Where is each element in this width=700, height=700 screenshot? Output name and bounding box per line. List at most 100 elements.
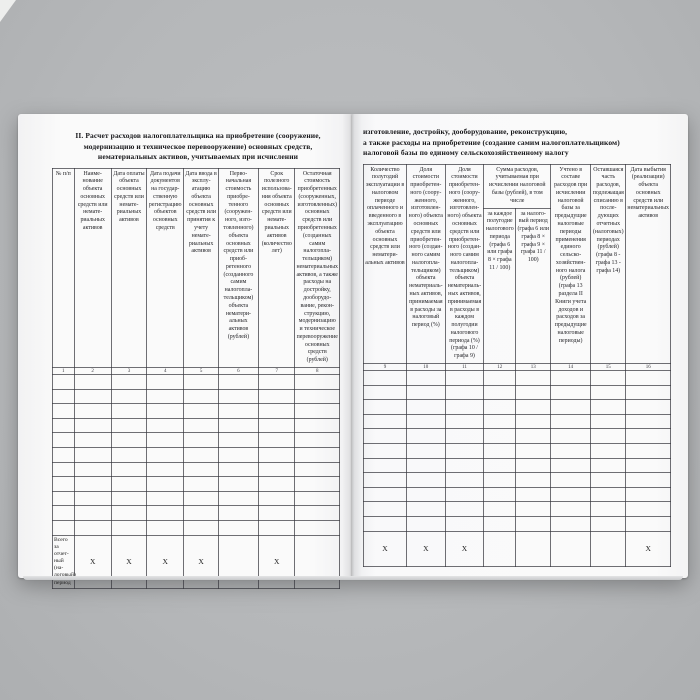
x-mark-cell: X <box>73 534 112 589</box>
empty-cell <box>444 384 485 401</box>
empty-cell <box>258 374 296 390</box>
empty-cell <box>550 457 592 474</box>
column-header-14: Учтено в составе расходов при исчисле­ни… <box>550 163 592 365</box>
empty-cell <box>52 490 75 507</box>
column-number: 3 <box>110 367 148 376</box>
empty-cell <box>294 403 340 419</box>
empty-cell <box>52 403 75 419</box>
table-row <box>363 413 671 430</box>
total-value-cell <box>483 530 517 567</box>
empty-cell <box>483 370 517 386</box>
table-row <box>52 447 340 463</box>
empty-cell <box>146 461 185 478</box>
empty-cell <box>217 374 260 390</box>
empty-cell <box>405 428 446 444</box>
table-row <box>363 501 671 517</box>
empty-cell <box>444 457 485 474</box>
empty-cell <box>625 413 671 430</box>
empty-cell <box>550 428 592 444</box>
header-row: № п/п Наиме­нование объекта основных сре… <box>52 167 340 369</box>
empty-cell <box>405 443 446 459</box>
total-value-cell <box>217 534 260 589</box>
empty-cell <box>363 384 407 401</box>
empty-cell <box>258 519 296 536</box>
empty-cell <box>405 457 446 474</box>
empty-cell <box>217 417 260 434</box>
empty-cell <box>73 490 112 507</box>
empty-cell <box>258 388 296 405</box>
empty-cell <box>483 428 517 444</box>
column-number: 16 <box>625 363 671 372</box>
column-header-2: Наиме­нование объекта основных средств и… <box>73 167 112 369</box>
empty-cell <box>183 374 219 390</box>
table-row <box>52 403 340 419</box>
total-label: Всего за отчет­ный (на­логовый) период <box>52 534 76 589</box>
empty-cell <box>73 461 112 478</box>
empty-cell <box>625 486 671 503</box>
table-row <box>52 388 340 405</box>
column-number: 8 <box>294 367 340 376</box>
empty-cell <box>405 370 446 386</box>
empty-cell <box>515 457 552 474</box>
empty-cell <box>515 370 552 386</box>
empty-cell <box>73 519 112 536</box>
empty-cell <box>183 388 219 405</box>
empty-cell <box>483 515 517 532</box>
column-number: 4 <box>146 367 185 376</box>
column-header-16: Дата выбытия (реали­зации) объекта основ… <box>625 163 671 365</box>
total-value-cell <box>590 530 627 567</box>
empty-cell <box>515 399 552 415</box>
empty-cell <box>515 384 552 401</box>
empty-cell <box>444 515 485 532</box>
column-header-3: Дата оплаты объекта основных средств или… <box>110 167 148 369</box>
table-row <box>52 490 340 507</box>
title-line: II. Расчет расходов налогоплательщика на… <box>75 131 321 140</box>
empty-cell <box>444 501 485 517</box>
table-row <box>52 505 340 521</box>
table-row <box>363 472 671 488</box>
empty-cell <box>405 486 446 503</box>
empty-cell <box>110 505 148 521</box>
empty-cell <box>294 476 340 492</box>
empty-cell <box>183 519 219 536</box>
empty-cell <box>444 443 485 459</box>
column-number: 5 <box>183 367 219 376</box>
empty-cell <box>515 443 552 459</box>
empty-cell <box>363 472 407 488</box>
empty-cell <box>146 374 185 390</box>
x-mark-cell: X <box>110 534 148 589</box>
empty-cell <box>590 384 627 401</box>
empty-cell <box>146 490 185 507</box>
empty-cell <box>110 447 148 463</box>
empty-cell <box>515 413 552 430</box>
column-number: 10 <box>405 363 446 372</box>
empty-cell <box>52 432 75 448</box>
empty-cell <box>217 388 260 405</box>
empty-cell <box>258 403 296 419</box>
table-row <box>363 384 671 401</box>
column-header-11: Доля стоимости приобретен­ного (соору­же… <box>444 163 485 365</box>
section-title-right: изготовление, достройку, дооборудование,… <box>363 127 663 159</box>
table-row <box>363 515 671 532</box>
empty-cell <box>550 486 592 503</box>
empty-cell <box>146 505 185 521</box>
empty-cell <box>590 457 627 474</box>
empty-cell <box>73 388 112 405</box>
empty-cell <box>625 399 671 415</box>
empty-cell <box>110 476 148 492</box>
empty-cell <box>550 384 592 401</box>
empty-cell <box>183 505 219 521</box>
empty-cell <box>146 476 185 492</box>
empty-cell <box>52 374 75 390</box>
table-row <box>363 399 671 415</box>
column-number: 11 <box>444 363 485 372</box>
empty-cell <box>146 432 185 448</box>
empty-cell <box>515 486 552 503</box>
empty-cell <box>590 501 627 517</box>
empty-cell <box>363 413 407 430</box>
empty-cell <box>294 461 340 478</box>
empty-cell <box>110 490 148 507</box>
column-header-12: за каждое полугодие нало­гового периода … <box>483 207 517 365</box>
column-number: 12 <box>483 363 517 372</box>
